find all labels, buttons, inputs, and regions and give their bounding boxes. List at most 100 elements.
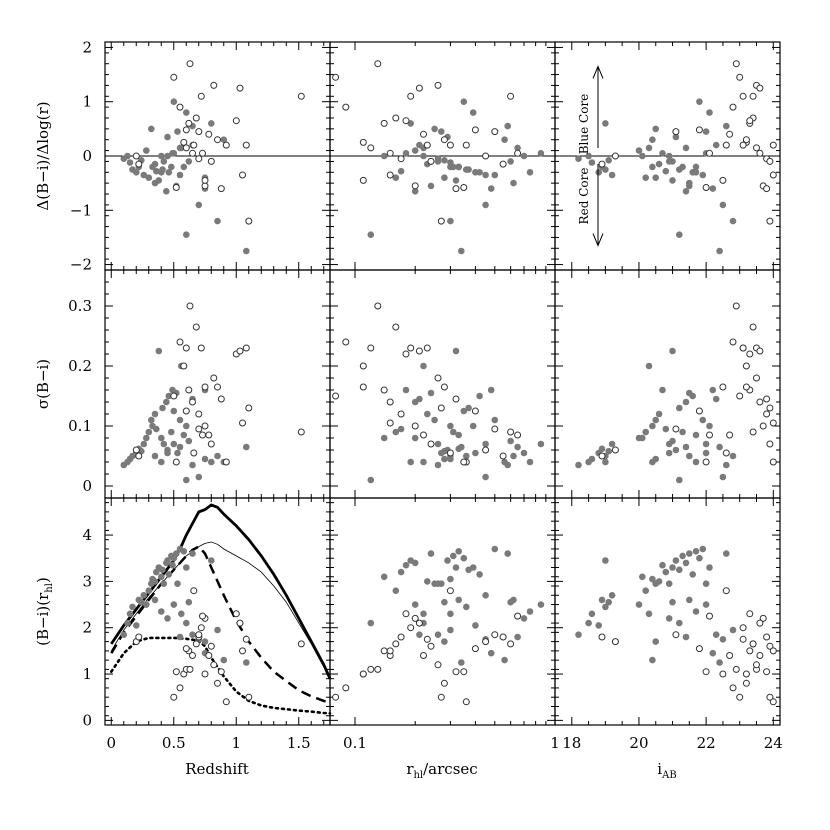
data-point-open [598,633,606,641]
data-point-filled [174,580,181,588]
data-point-filled [402,150,410,157]
data-point-filled [675,476,683,484]
data-point-open [205,652,213,659]
data-point-filled [649,136,656,143]
data-point-filled [682,398,690,406]
data-point-filled [504,550,512,557]
data-point-filled [507,158,514,165]
data-point-open [491,128,499,136]
data-point-filled [126,159,134,166]
data-point-filled [685,389,693,397]
data-point-open [245,404,253,412]
data-point-open [440,383,448,391]
data-point-filled [642,428,650,436]
data-point-open [199,149,206,157]
data-point-filled [455,431,463,439]
data-point-filled [487,649,495,657]
data-point-filled [158,573,165,581]
data-point-filled [655,410,663,418]
data-point-filled [659,150,666,157]
data-point-open [769,419,777,427]
data-point-open [507,640,515,648]
data-point-filled [163,398,170,406]
data-point-filled [702,440,710,448]
data-point-filled [159,566,166,574]
data-point-open [695,645,703,653]
data-point-open [742,679,750,687]
data-point-open [359,176,367,184]
data-point-filled [434,158,442,165]
data-point-filled [159,404,166,412]
x-axis-label: rhl/arcsec [406,760,477,781]
data-point-open [192,323,200,331]
data-point-open [222,141,230,149]
data-point-open [197,92,205,100]
data-point-open [245,217,253,225]
y-tick-label: 0 [82,477,92,495]
data-point-open [411,182,419,190]
data-point-filled [476,571,483,578]
data-point-filled [669,564,676,571]
data-point-open [749,92,757,100]
data-point-filled [692,608,700,615]
data-point-filled [638,152,646,160]
data-point-filled [195,473,203,481]
data-point-filled [682,633,690,641]
data-point-filled [722,122,730,130]
data-point-open [672,425,680,433]
red-core-arrowhead [592,233,604,247]
data-point-open [736,392,744,400]
data-point-filled [476,169,483,176]
data-point-open [763,668,771,676]
data-point-open [176,338,184,346]
data-point-filled [575,461,582,469]
data-point-filled [367,231,375,238]
data-point-open [135,452,143,460]
data-point-open [195,631,203,639]
data-point-filled [160,158,168,165]
y-axis-label: (B−i)(rhl) [34,577,55,646]
data-point-open [695,126,703,134]
data-point-filled [214,452,221,460]
data-point-open [440,679,448,687]
data-point-open [491,425,499,433]
data-point-filled [449,428,457,436]
y-tick-label: −2 [70,256,92,274]
data-point-open [732,665,740,673]
data-point-open [729,103,737,111]
data-point-open [742,670,750,678]
data-point-filled [183,564,190,571]
panel-r2-c2 [554,497,781,726]
data-point-filled [208,557,215,564]
data-point-filled [441,638,448,645]
data-point-open [397,633,405,641]
data-point-filled [243,659,250,666]
data-point-open [736,73,744,81]
data-point-filled [457,443,465,451]
data-point-filled [176,144,184,152]
data-point-open [180,362,188,370]
data-point-open [380,647,388,655]
data-point-filled [420,458,427,466]
data-point-filled [189,631,196,639]
data-point-filled [662,167,670,175]
data-point-filled [504,122,512,130]
data-point-filled [220,656,228,664]
data-point-filled [402,561,410,569]
data-point-open [195,155,203,163]
x-tick-label: 1 [550,734,560,752]
data-point-filled [501,656,508,664]
data-point-filled [163,188,170,195]
data-point-open [611,638,619,646]
data-point-filled [712,395,720,403]
data-point-filled [662,425,670,433]
data-point-filled [168,428,175,436]
data-point-filled [682,188,690,195]
data-point-filled [129,603,136,611]
data-point-open [201,383,209,391]
data-point-open [182,645,190,653]
data-point-open [446,587,454,595]
data-point-filled [441,455,448,463]
data-point-filled [380,152,388,160]
data-point-filled [392,587,400,595]
